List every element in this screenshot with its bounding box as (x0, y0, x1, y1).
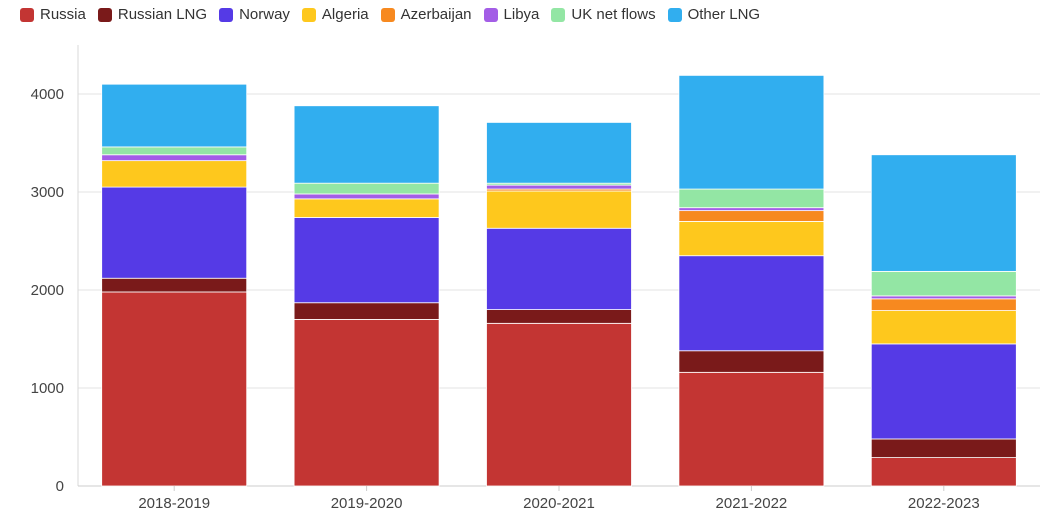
bar-segment-libya (101, 154, 248, 162)
bar-segment-algeria (870, 310, 1017, 345)
legend-swatch (219, 7, 234, 22)
bar-segment-azerbaijan (870, 298, 1017, 311)
bar-segment-russian-lng (293, 302, 440, 320)
y-tick-label: 3000 (31, 184, 64, 201)
bar-segment-libya (678, 207, 825, 212)
legend-label: Libya (503, 6, 540, 23)
legend-label: Russian LNG (117, 6, 208, 23)
bar-segment-russia (486, 322, 632, 487)
legend-item: UK net flows (551, 6, 656, 23)
legend-item: Algeria (301, 6, 369, 23)
legend-swatch (380, 7, 395, 22)
legend-label: Russia (40, 6, 86, 23)
x-tick-label: 2021-2022 (716, 495, 788, 512)
y-tick-label: 0 (56, 478, 64, 495)
bar-segment-other-lng (870, 154, 1017, 272)
legend-item: Norway (219, 6, 290, 23)
bar-segment-azerbaijan (678, 210, 825, 222)
legend-label: Azerbaijan (400, 6, 472, 23)
y-tick-label: 1000 (31, 380, 64, 397)
legend-label: Algeria (321, 6, 369, 23)
legend-label: Other LNG (687, 6, 761, 23)
bar-segment-libya (293, 193, 440, 200)
legend-item: Azerbaijan (380, 6, 472, 23)
bar-segment-russian-lng (101, 277, 248, 293)
bar-segment-russian-lng (486, 309, 632, 324)
bar-segment-norway (870, 343, 1017, 440)
legend-swatch (301, 7, 316, 22)
y-tick-label: 2000 (31, 282, 64, 299)
bar-segment-russia (293, 318, 440, 487)
bar-segment-russia (101, 291, 248, 487)
bar-segment-other-lng (678, 74, 825, 190)
bar-segment-other-lng (486, 122, 632, 184)
bar-segment-other-lng (293, 105, 440, 184)
legend: Russia Russian LNG Norway Algeria Azerbaijan… (20, 6, 772, 23)
legend-item: Russia (20, 6, 86, 23)
legend-item: Other LNG (667, 6, 761, 23)
x-tick-label: 2019-2020 (331, 495, 403, 512)
legend-item: Libya (483, 6, 540, 23)
bar-segment-russian-lng (870, 438, 1017, 458)
x-tick-label: 2022-2023 (908, 495, 980, 512)
bar-segment-norway (101, 186, 248, 279)
bar-segment-algeria (486, 190, 632, 229)
bar-segment-algeria (678, 220, 825, 257)
bar-segment-uk-net-flows (101, 146, 248, 156)
bar-segment-uk-net-flows (870, 270, 1017, 297)
bar-segment-uk-net-flows (678, 188, 825, 209)
bar-segment-libya (870, 295, 1017, 300)
bar-segment-russia (870, 457, 1017, 487)
legend-item: Russian LNG (97, 6, 208, 23)
bar-segment-russia (678, 371, 825, 487)
legend-label: UK net flows (571, 6, 656, 23)
bar-segment-norway (293, 217, 440, 304)
legend-swatch (483, 7, 498, 22)
bar-segment-algeria (293, 198, 440, 218)
legend-swatch (97, 7, 112, 22)
bar-segment-norway (678, 255, 825, 352)
bar-segment-algeria (101, 160, 248, 188)
legend-swatch (667, 7, 682, 22)
bar-segment-libya (486, 184, 632, 190)
bar-segment-other-lng (101, 83, 248, 148)
x-tick-label: 2018-2019 (138, 495, 210, 512)
bar-segment-norway (486, 227, 632, 310)
bar-segment-russian-lng (678, 350, 825, 373)
bar-segment-uk-net-flows (293, 182, 440, 195)
y-tick-label: 4000 (31, 86, 64, 103)
legend-label: Norway (239, 6, 290, 23)
legend-swatch (20, 7, 34, 22)
legend-swatch (551, 7, 566, 22)
x-tick-label: 2020-2021 (523, 495, 595, 512)
